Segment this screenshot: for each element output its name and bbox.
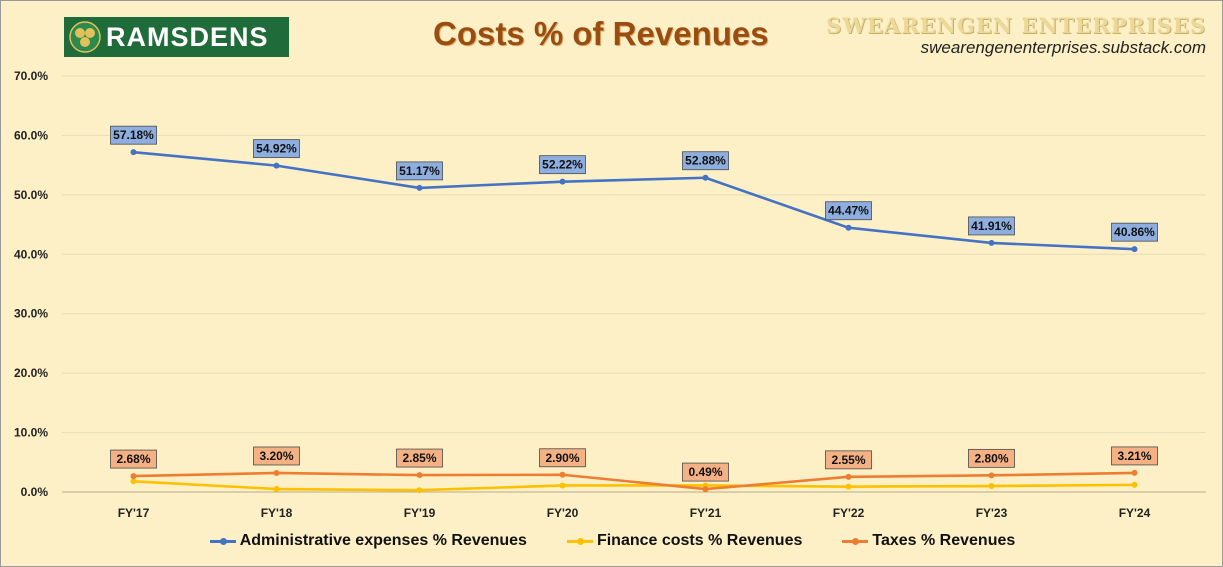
data-point-finance xyxy=(1131,481,1138,488)
legend-label-taxes: Taxes % Revenues xyxy=(872,532,1016,549)
data-point-finance xyxy=(988,483,995,490)
brand-name: SWEARENGEN ENTERPRISES xyxy=(826,13,1206,38)
pawnbroker-balls-icon xyxy=(69,21,101,53)
data-label-taxes: 2.80% xyxy=(974,451,1008,465)
data-point-taxes xyxy=(1131,469,1138,476)
x-tick-label: FY'18 xyxy=(261,506,293,520)
y-tick-label: 70.0% xyxy=(14,69,48,83)
data-label-admin: 54.92% xyxy=(256,142,297,156)
ramsdens-logo: RAMSDENS xyxy=(64,17,289,57)
brand-url: swearengenenterprises.substack.com xyxy=(920,38,1206,57)
x-tick-label: FY'22 xyxy=(833,506,865,520)
data-label-admin: 52.22% xyxy=(542,158,583,172)
legend-item-taxes: Taxes % Revenues xyxy=(842,532,1015,550)
data-label-taxes: 2.90% xyxy=(545,451,579,465)
series-line-taxes xyxy=(133,471,1135,491)
data-label-box-admin xyxy=(825,201,872,221)
data-point-taxes xyxy=(273,469,280,476)
data-label-box-admin xyxy=(539,155,586,175)
data-label-admin: 57.18% xyxy=(113,128,154,142)
data-point-admin xyxy=(559,178,566,185)
legend-item-finance: Finance costs % Revenues xyxy=(566,532,803,550)
data-point-finance xyxy=(559,482,566,489)
y-tick-label: 30.0% xyxy=(14,307,48,321)
x-tick-label: FY'20 xyxy=(547,506,579,520)
data-label-taxes: 0.49% xyxy=(688,465,722,479)
legend-item-admin: Administrative expenses % Revenues xyxy=(209,532,527,550)
data-point-admin xyxy=(845,224,852,231)
data-label-admin: 40.86% xyxy=(1114,225,1155,239)
data-point-taxes xyxy=(702,486,709,493)
data-point-taxes xyxy=(988,472,995,479)
data-point-finance xyxy=(416,487,423,494)
line-chart: 0.0% 10.0% 20.0% 30.0% 40.0% 50.0% 60.0% 70.0% F… xyxy=(14,69,1206,520)
data-label-taxes: 3.20% xyxy=(259,449,293,463)
data-label-box-admin xyxy=(396,161,443,181)
data-point-taxes xyxy=(845,473,852,480)
data-label-admin: 44.47% xyxy=(828,204,869,218)
data-label-box-taxes xyxy=(1111,446,1158,466)
y-tick-label: 50.0% xyxy=(14,188,48,202)
data-point-taxes xyxy=(416,472,423,479)
chart-legend: Administrative expenses % Revenues Finan… xyxy=(1,532,1223,550)
data-point-admin xyxy=(130,149,137,156)
logo-text: RAMSDENS xyxy=(106,22,269,52)
data-label-box-admin xyxy=(968,216,1015,236)
y-tick-label: 0.0% xyxy=(21,485,49,499)
data-label-box-taxes xyxy=(396,448,443,468)
data-point-admin xyxy=(702,174,709,181)
data-point-admin xyxy=(416,184,423,191)
data-label-box-taxes xyxy=(253,446,300,466)
y-tick-label: 60.0% xyxy=(14,128,48,142)
data-point-admin xyxy=(1131,246,1138,253)
legend-label-finance: Finance costs % Revenues xyxy=(596,532,803,549)
x-tick-label: FY'24 xyxy=(1119,506,1151,520)
data-label-admin: 51.17% xyxy=(399,164,440,178)
data-label-box-taxes xyxy=(968,448,1015,468)
data-label-box-taxes xyxy=(110,449,157,469)
legend-swatch-admin xyxy=(209,537,236,545)
data-point-finance xyxy=(130,478,137,485)
y-tick-label: 20.0% xyxy=(14,366,48,380)
data-point-admin xyxy=(988,239,995,246)
x-tick-label: FY'23 xyxy=(976,506,1008,520)
legend-swatch-taxes xyxy=(842,537,869,545)
legend-label-admin: Administrative expenses % Revenues xyxy=(239,532,527,549)
y-tick-label: 40.0% xyxy=(14,247,48,261)
y-tick-label: 10.0% xyxy=(14,426,48,440)
series-line-finance xyxy=(133,480,1135,492)
x-tick-label: FY'19 xyxy=(404,506,436,520)
data-point-taxes xyxy=(559,471,566,478)
data-point-taxes xyxy=(130,473,137,480)
data-label-taxes: 3.21% xyxy=(1117,449,1151,463)
data-label-box-admin xyxy=(110,125,157,145)
data-label-box-taxes xyxy=(539,448,586,468)
data-label-admin: 41.91% xyxy=(971,219,1012,233)
data-label-box-admin xyxy=(253,139,300,159)
data-label-box-taxes xyxy=(825,450,872,470)
data-point-finance xyxy=(845,483,852,490)
series-line-admin xyxy=(133,150,1135,251)
x-tick-label: FY'21 xyxy=(690,506,722,520)
legend-swatch-finance xyxy=(566,537,593,545)
data-point-admin xyxy=(273,162,280,169)
data-label-admin: 52.88% xyxy=(685,154,726,168)
data-label-taxes: 2.55% xyxy=(831,453,865,467)
chart-title: Costs % of Revenues xyxy=(433,15,769,52)
data-point-finance xyxy=(273,486,280,493)
data-label-box-admin xyxy=(1111,222,1158,242)
data-label-taxes: 2.85% xyxy=(402,451,436,465)
data-label-box-taxes xyxy=(682,462,729,482)
x-tick-label: FY'17 xyxy=(118,506,150,520)
data-label-box-admin xyxy=(682,151,729,171)
data-label-taxes: 2.68% xyxy=(116,452,150,466)
